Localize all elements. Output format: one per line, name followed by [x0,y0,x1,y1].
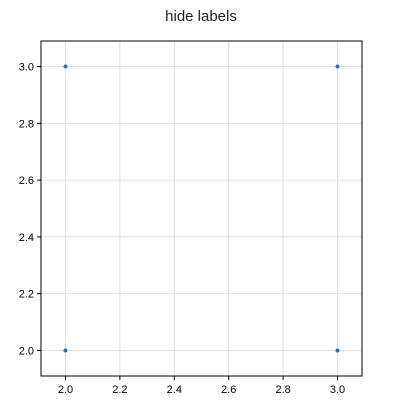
data-point [63,348,67,352]
x-tick-label: 3.0 [330,384,345,396]
y-tick-label: 3.0 [19,62,34,74]
data-point [63,65,67,69]
x-tick-label: 2.8 [275,384,290,396]
y-tick-label: 2.4 [19,232,34,244]
data-points [63,65,339,353]
x-tick-label: 2.2 [112,384,127,396]
y-tick-label: 2.6 [19,175,34,187]
chart-title: hide labels [165,8,237,25]
axis-ticks: 2.0 2.2 2.4 2.6 2.8 3.0 2.0 2.2 2.4 2.6 2.8 3.0 [19,62,345,396]
y-tick-label: 2.0 [19,345,34,357]
y-tick-label: 2.2 [19,289,34,301]
plot-area [41,41,362,376]
y-tick-label: 2.8 [19,118,34,130]
data-point [336,65,340,69]
x-tick-label: 2.4 [167,384,182,396]
data-point [336,348,340,352]
x-tick-label: 2.0 [58,384,73,396]
grid [41,41,362,376]
x-tick-label: 2.6 [221,384,236,396]
